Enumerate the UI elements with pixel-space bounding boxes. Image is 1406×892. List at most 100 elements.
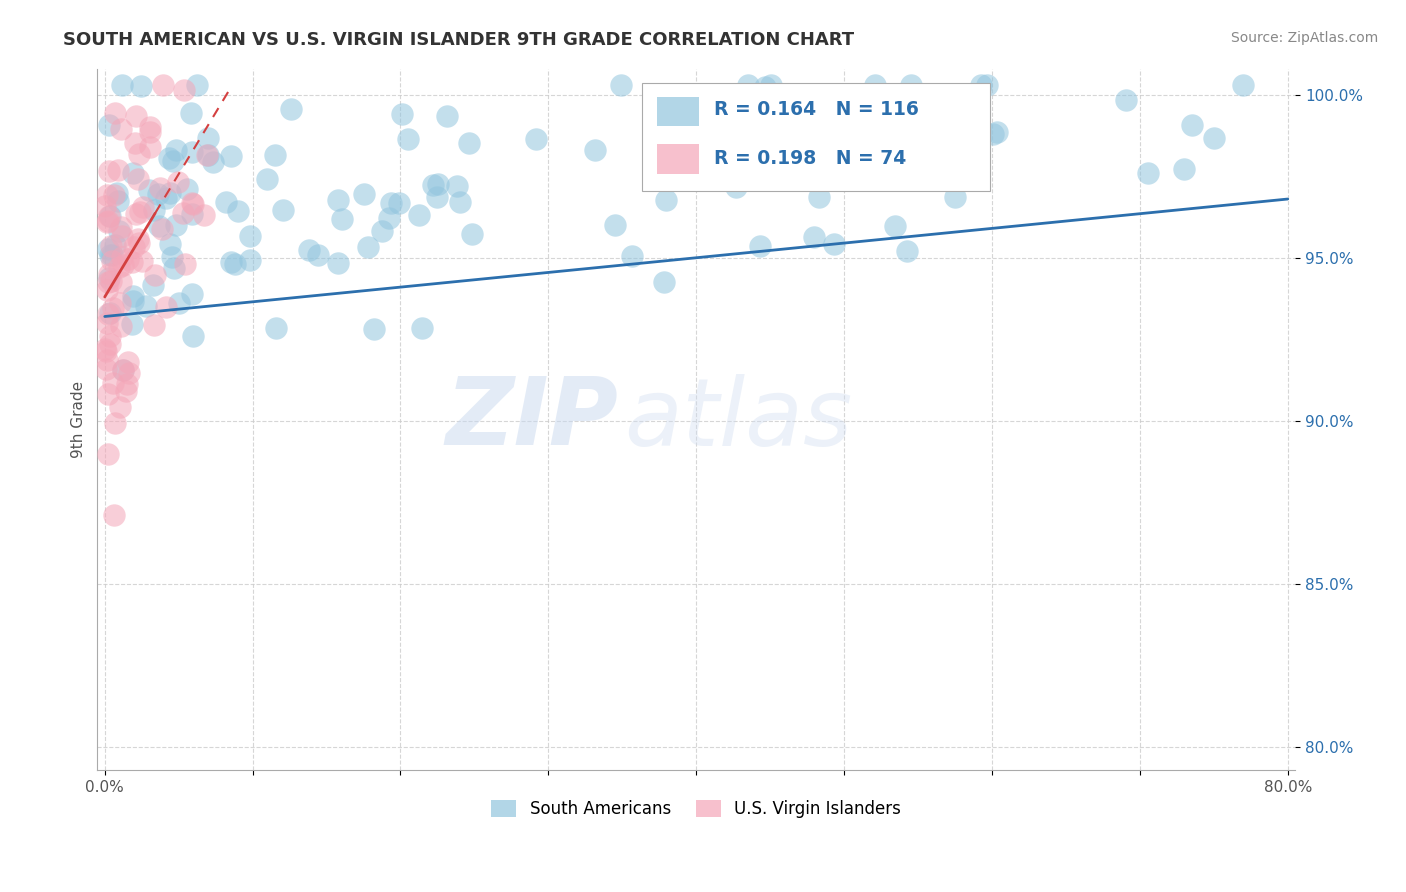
Point bbox=[139, 120, 162, 134]
Point bbox=[98, 336, 121, 351]
Point bbox=[969, 78, 991, 92]
Point bbox=[101, 253, 124, 268]
Point bbox=[695, 147, 717, 161]
Point bbox=[396, 132, 419, 146]
Point bbox=[104, 106, 127, 120]
Point bbox=[115, 384, 138, 398]
Point bbox=[865, 78, 887, 92]
Point bbox=[121, 317, 143, 331]
Point bbox=[808, 190, 831, 204]
Point bbox=[239, 253, 262, 268]
Point bbox=[135, 299, 157, 313]
Point bbox=[280, 102, 302, 116]
Point bbox=[98, 163, 121, 178]
Point bbox=[308, 247, 330, 261]
Point bbox=[142, 277, 165, 292]
Point bbox=[186, 78, 208, 92]
Point bbox=[160, 250, 183, 264]
Legend: South Americans, U.S. Virgin Islanders: South Americans, U.S. Virgin Islanders bbox=[485, 793, 908, 825]
Point bbox=[101, 376, 124, 390]
Point bbox=[803, 230, 825, 244]
Point bbox=[610, 78, 633, 92]
Point bbox=[737, 78, 759, 92]
Point bbox=[1173, 161, 1195, 176]
Point bbox=[174, 257, 197, 271]
Point bbox=[104, 238, 127, 252]
Point bbox=[117, 376, 139, 391]
Point bbox=[111, 363, 134, 377]
Point bbox=[98, 209, 121, 223]
Point bbox=[1136, 166, 1159, 180]
Text: Source: ZipAtlas.com: Source: ZipAtlas.com bbox=[1230, 31, 1378, 45]
Point bbox=[131, 200, 153, 214]
Point bbox=[124, 109, 146, 123]
Point bbox=[108, 224, 131, 238]
Point bbox=[96, 215, 118, 229]
Point bbox=[150, 222, 173, 236]
Point bbox=[155, 300, 177, 314]
Point bbox=[117, 252, 139, 266]
Point bbox=[96, 353, 118, 368]
Point bbox=[408, 208, 430, 222]
Text: atlas: atlas bbox=[624, 374, 852, 465]
Point bbox=[155, 191, 177, 205]
Point bbox=[121, 166, 143, 180]
Point bbox=[94, 362, 117, 376]
Point bbox=[745, 111, 768, 125]
Text: ZIP: ZIP bbox=[446, 373, 619, 466]
Point bbox=[458, 136, 481, 150]
Point bbox=[298, 243, 321, 257]
Point bbox=[167, 295, 190, 310]
Point bbox=[181, 329, 204, 343]
Point bbox=[97, 307, 120, 321]
Point bbox=[122, 239, 145, 253]
Point bbox=[107, 194, 129, 208]
Point bbox=[121, 254, 143, 268]
Point bbox=[127, 232, 149, 246]
Point bbox=[357, 240, 380, 254]
Point bbox=[524, 131, 547, 145]
Point bbox=[426, 178, 449, 192]
Point bbox=[761, 78, 783, 92]
Point bbox=[426, 189, 449, 203]
Point bbox=[128, 204, 150, 219]
Point bbox=[98, 328, 121, 343]
Point bbox=[180, 145, 202, 159]
Point bbox=[110, 319, 132, 334]
Point bbox=[411, 321, 433, 335]
Point bbox=[107, 162, 129, 177]
Point bbox=[176, 182, 198, 196]
Point bbox=[264, 320, 287, 334]
Point bbox=[98, 271, 121, 285]
Point bbox=[380, 196, 402, 211]
Point bbox=[122, 288, 145, 302]
Point bbox=[100, 306, 122, 320]
Point bbox=[1180, 118, 1202, 132]
Point bbox=[98, 267, 121, 281]
Point bbox=[100, 248, 122, 262]
Point bbox=[129, 79, 152, 94]
Point bbox=[127, 172, 149, 186]
Point bbox=[103, 188, 125, 202]
Point bbox=[896, 244, 918, 258]
Point bbox=[110, 296, 132, 310]
Point bbox=[163, 260, 186, 275]
FancyBboxPatch shape bbox=[643, 83, 990, 191]
Point bbox=[181, 287, 204, 301]
Point bbox=[110, 275, 132, 289]
Point bbox=[197, 147, 219, 161]
Point bbox=[128, 236, 150, 251]
FancyBboxPatch shape bbox=[657, 96, 699, 126]
Point bbox=[125, 207, 148, 221]
Point bbox=[148, 187, 170, 202]
Point bbox=[118, 366, 141, 380]
Point bbox=[224, 257, 246, 271]
Point bbox=[103, 301, 125, 315]
Point bbox=[924, 103, 946, 117]
Point bbox=[226, 203, 249, 218]
Point bbox=[100, 239, 122, 253]
Point bbox=[122, 293, 145, 308]
Point bbox=[986, 124, 1008, 138]
Point bbox=[183, 196, 205, 211]
Point bbox=[180, 207, 202, 221]
